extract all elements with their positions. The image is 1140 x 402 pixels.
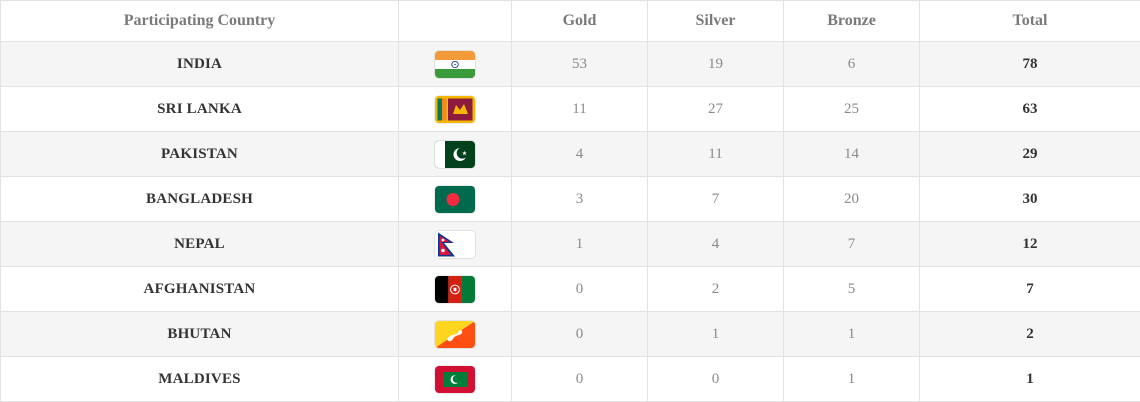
- table-row: PAKISTAN 4 11 14 29: [0, 131, 1140, 177]
- total-count: 29: [919, 131, 1140, 177]
- country-name: BHUTAN: [0, 311, 399, 357]
- silver-count: 2: [647, 266, 784, 312]
- gold-count: 3: [511, 176, 648, 222]
- gold-count: 0: [511, 311, 648, 357]
- header-country[interactable]: Participating Country: [0, 0, 399, 42]
- table-row: MALDIVES 0 0 1 1: [0, 356, 1140, 402]
- table-row: BHUTAN 0 1 1 2: [0, 311, 1140, 357]
- pakistan-flag-icon: [435, 140, 475, 168]
- flag-cell: [398, 86, 512, 132]
- maldives-flag-icon: [435, 365, 475, 393]
- flag-cell: [398, 131, 512, 177]
- country-name: NEPAL: [0, 221, 399, 267]
- sri-lanka-flag-icon: [435, 95, 475, 123]
- gold-count: 11: [511, 86, 648, 132]
- country-name: SRI LANKA: [0, 86, 399, 132]
- total-count: 63: [919, 86, 1140, 132]
- flag-cell: [398, 41, 512, 87]
- gold-count: 53: [511, 41, 648, 87]
- header-gold[interactable]: Gold: [511, 0, 648, 42]
- flag-cell: [398, 221, 512, 267]
- flag-cell: [398, 176, 512, 222]
- flag-cell: [398, 356, 512, 402]
- bronze-count: 7: [783, 221, 920, 267]
- afghanistan-flag-icon: [435, 275, 475, 303]
- gold-count: 0: [511, 266, 648, 312]
- total-count: 2: [919, 311, 1140, 357]
- gold-count: 1: [511, 221, 648, 267]
- total-count: 1: [919, 356, 1140, 402]
- country-name: MALDIVES: [0, 356, 399, 402]
- table-row: SRI LANKA 11 27 25 63: [0, 86, 1140, 132]
- bronze-count: 5: [783, 266, 920, 312]
- country-name: PAKISTAN: [0, 131, 399, 177]
- country-name: INDIA: [0, 41, 399, 87]
- country-name: BANGLADESH: [0, 176, 399, 222]
- silver-count: 7: [647, 176, 784, 222]
- total-count: 78: [919, 41, 1140, 87]
- silver-count: 1: [647, 311, 784, 357]
- silver-count: 27: [647, 86, 784, 132]
- silver-count: 11: [647, 131, 784, 177]
- nepal-flag-icon: [435, 230, 475, 258]
- silver-count: 4: [647, 221, 784, 267]
- table-row: NEPAL 1 4 7 12: [0, 221, 1140, 267]
- table-row: AFGHANISTAN 0 2 5 7: [0, 266, 1140, 312]
- gold-count: 0: [511, 356, 648, 402]
- header-silver[interactable]: Silver: [647, 0, 784, 42]
- header-total[interactable]: Total: [919, 0, 1140, 42]
- bronze-count: 25: [783, 86, 920, 132]
- total-count: 30: [919, 176, 1140, 222]
- header-flag: [398, 0, 512, 42]
- gold-count: 4: [511, 131, 648, 177]
- india-flag-icon: [435, 50, 475, 78]
- total-count: 12: [919, 221, 1140, 267]
- flag-cell: [398, 266, 512, 312]
- total-count: 7: [919, 266, 1140, 312]
- bronze-count: 1: [783, 311, 920, 357]
- silver-count: 19: [647, 41, 784, 87]
- country-name: AFGHANISTAN: [0, 266, 399, 312]
- table-row: INDIA 53 19 6 78: [0, 41, 1140, 87]
- bangladesh-flag-icon: [435, 185, 475, 213]
- table-row: BANGLADESH 3 7 20 30: [0, 176, 1140, 222]
- bhutan-flag-icon: [435, 320, 475, 348]
- table-header-row: Participating Country Gold Silver Bronze…: [0, 0, 1140, 42]
- bronze-count: 20: [783, 176, 920, 222]
- header-bronze[interactable]: Bronze: [783, 0, 920, 42]
- bronze-count: 6: [783, 41, 920, 87]
- silver-count: 0: [647, 356, 784, 402]
- flag-cell: [398, 311, 512, 357]
- bronze-count: 14: [783, 131, 920, 177]
- bronze-count: 1: [783, 356, 920, 402]
